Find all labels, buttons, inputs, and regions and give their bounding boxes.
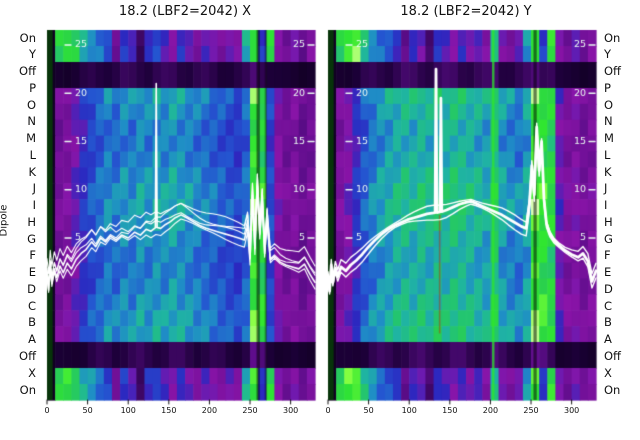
- category-label-right: E: [604, 265, 612, 280]
- category-label-right: On: [604, 382, 621, 397]
- x-tick-label: 50: [82, 406, 93, 415]
- category-label-right: X: [604, 365, 612, 380]
- category-label-left: Off: [19, 64, 36, 79]
- category-label-left: D: [27, 281, 36, 296]
- x-tick-label: 200: [482, 406, 499, 415]
- category-label-right: Off: [604, 348, 621, 363]
- category-label-left: N: [27, 114, 36, 129]
- x-tick-label: 100: [120, 406, 136, 415]
- x-tick-label: 300: [282, 406, 299, 415]
- x-tick-label: 200: [201, 406, 218, 415]
- category-label-right: C: [604, 298, 613, 313]
- category-label-left: X: [28, 365, 36, 380]
- category-label-right: M: [604, 131, 614, 146]
- category-label-right: L: [604, 147, 611, 162]
- category-label-right: On: [604, 30, 621, 45]
- category-label-right: A: [604, 332, 612, 347]
- x-tick-label: 150: [161, 406, 177, 415]
- category-label-left: H: [27, 214, 36, 229]
- category-label-left: J: [32, 181, 36, 196]
- category-label-left: C: [27, 298, 36, 313]
- x-tick-label: 100: [401, 406, 417, 415]
- right-panel-title: 18.2 (LBF2=2042) Y: [400, 4, 532, 19]
- category-label-left: K: [28, 164, 36, 179]
- x-tick-label: 0: [44, 406, 50, 415]
- category-label-right: D: [604, 281, 613, 296]
- x-tick-label: 250: [242, 406, 258, 415]
- category-label-right: O: [604, 97, 614, 112]
- category-label-left: I: [32, 198, 36, 213]
- category-label-right: F: [604, 248, 611, 263]
- category-label-right: H: [604, 214, 613, 229]
- category-label-right: N: [604, 114, 613, 129]
- x-tick-label: 250: [523, 406, 539, 415]
- category-label-right: B: [604, 315, 612, 330]
- category-label-left: F: [29, 248, 36, 263]
- category-label-left: L: [29, 147, 36, 162]
- category-label-left: On: [19, 382, 36, 397]
- category-label-left: O: [26, 97, 36, 112]
- category-label-right: J: [604, 181, 608, 196]
- category-label-right: I: [604, 198, 608, 213]
- left-panel-title: 18.2 (LBF2=2042) X: [118, 4, 252, 19]
- category-label-left: P: [29, 80, 36, 95]
- category-label-left: A: [28, 332, 36, 347]
- category-label-left: Y: [28, 47, 36, 62]
- category-label-right: P: [604, 80, 611, 95]
- category-label-left: G: [27, 231, 36, 246]
- category-label-right: Y: [604, 47, 612, 62]
- x-tick-label: 0: [325, 406, 331, 415]
- category-label-right: G: [604, 231, 613, 246]
- x-tick-label: 300: [563, 406, 580, 415]
- category-label-left: B: [28, 315, 36, 330]
- category-label-right: Off: [604, 64, 621, 79]
- category-label-left: On: [19, 30, 36, 45]
- category-label-left: E: [28, 265, 36, 280]
- x-tick-label: 50: [363, 406, 374, 415]
- category-label-left: M: [26, 131, 36, 146]
- category-label-left: Off: [19, 348, 36, 363]
- category-label-right: K: [604, 164, 612, 179]
- x-tick-label: 150: [442, 406, 458, 415]
